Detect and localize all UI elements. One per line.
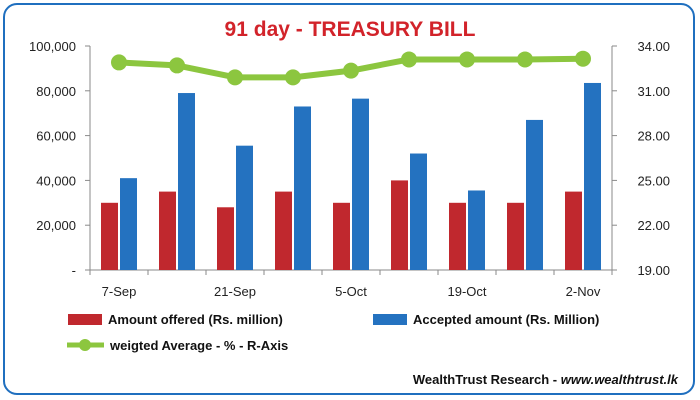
bar-amount-offered	[565, 191, 582, 270]
footer-url: www.wealthtrust.lk	[561, 372, 679, 387]
legend: Amount offered (Rs. million) Accepted am…	[67, 312, 599, 353]
y-right-tick-label: 31.00	[637, 84, 670, 99]
bar-accepted-amount	[294, 106, 311, 270]
bar-amount-offered	[391, 180, 408, 270]
y-right-tick-label: 28.00	[637, 129, 670, 144]
bar-accepted-amount	[526, 119, 543, 270]
y-left-tick-label: 20,000	[36, 218, 76, 233]
bar-amount-offered	[217, 207, 234, 270]
point-weighted-average	[517, 51, 533, 68]
x-tick-label: 5-Oct	[335, 284, 367, 299]
bar-accepted-amount	[352, 98, 369, 270]
plot-area: - 20,000 40,000 60,000 80,000 100,000 19.00 22.…	[29, 39, 670, 299]
y-right-tick-label: 19.00	[637, 263, 670, 278]
point-weighted-average	[285, 69, 301, 86]
x-tick-label: 21-Sep	[214, 284, 256, 299]
footer-credit: WealthTrust Research - www.wealthtrust.l…	[413, 372, 679, 387]
legend-marker-average	[79, 339, 91, 351]
y-left-tick-label: 40,000	[36, 173, 76, 188]
bar-amount-offered	[159, 191, 176, 270]
legend-label-offered: Amount offered (Rs. million)	[108, 312, 283, 327]
y-right-tick-label: 34.00	[637, 39, 670, 54]
bar-amount-offered	[275, 191, 292, 270]
y-right-tick-label: 25.00	[637, 173, 670, 188]
point-weighted-average	[111, 54, 127, 71]
point-weighted-average	[575, 50, 591, 67]
bar-accepted-amount	[236, 145, 253, 270]
legend-label-average: weigted Average - % - R-Axis	[109, 338, 288, 353]
point-weighted-average	[169, 57, 185, 74]
x-tick-label: 7-Sep	[102, 284, 137, 299]
x-tick-label: 2-Nov	[566, 284, 601, 299]
bar-accepted-amount	[468, 190, 485, 270]
y-right-tick-label: 22.00	[637, 218, 670, 233]
bar-amount-offered	[101, 202, 118, 270]
bar-accepted-amount	[584, 82, 601, 271]
bar-amount-offered	[333, 202, 350, 270]
bar-accepted-amount	[178, 93, 195, 270]
y-left-tick-label: 60,000	[36, 129, 76, 144]
chart-title: 91 day - TREASURY BILL	[225, 18, 476, 41]
point-weighted-average	[343, 62, 359, 79]
point-weighted-average	[401, 51, 417, 68]
bar-accepted-amount	[120, 178, 137, 270]
bar-amount-offered	[449, 202, 466, 270]
point-weighted-average	[227, 69, 243, 86]
y-left-tick-label: -	[72, 263, 76, 278]
footer-source: WealthTrust Research -	[413, 372, 561, 387]
y-left-tick-label: 80,000	[36, 84, 76, 99]
legend-label-accepted: Accepted amount (Rs. Million)	[413, 312, 599, 327]
legend-swatch-accepted	[373, 314, 407, 325]
bar-amount-offered	[507, 202, 524, 270]
y-left-tick-label: 100,000	[29, 39, 76, 54]
point-weighted-average	[459, 51, 475, 68]
x-tick-label: 19-Oct	[447, 284, 486, 299]
bar-accepted-amount	[410, 153, 427, 270]
legend-swatch-offered	[68, 314, 102, 325]
